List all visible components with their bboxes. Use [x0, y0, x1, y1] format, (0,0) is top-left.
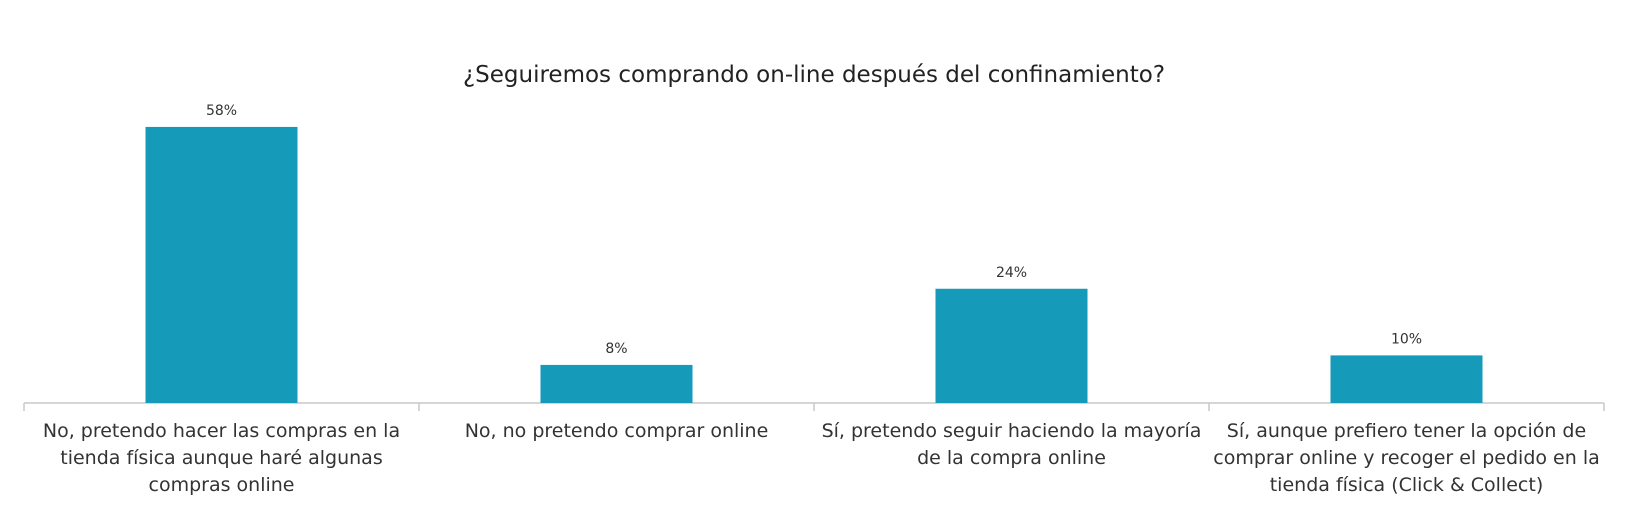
x-tick-label: Sí, pretendo seguir haciendo la mayoría …	[821, 420, 1202, 469]
bar	[145, 126, 298, 404]
x-tick-label: Sí, aunque prefiero tener la opción de c…	[1213, 420, 1600, 496]
x-tick-label: No, pretendo hacer las compras en la tie…	[42, 420, 401, 496]
chart-title: ¿Seguiremos comprando on-line después de…	[462, 62, 1166, 88]
value-label: 24%	[996, 265, 1027, 281]
bar	[935, 288, 1088, 403]
x-tick-label: No, no pretendo comprar online	[464, 420, 769, 442]
bar	[1330, 355, 1483, 403]
value-label: 58%	[206, 103, 237, 119]
value-label: 8%	[605, 341, 627, 357]
bar	[540, 364, 693, 403]
value-label: 10%	[1391, 331, 1422, 347]
